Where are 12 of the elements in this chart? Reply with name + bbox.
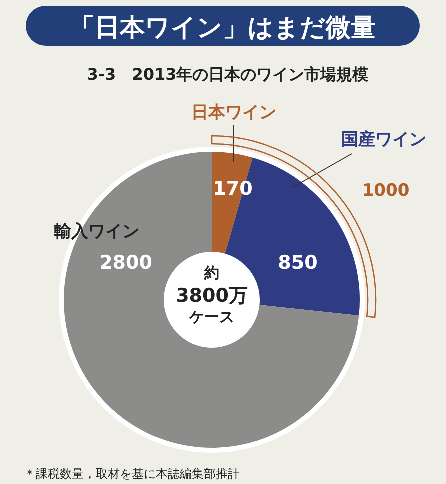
text: 1000 [362, 181, 410, 201]
data-label: 850 [278, 252, 318, 274]
slice-label: 国産ワイン [342, 130, 426, 150]
chart-subtitle: 3-3 2013年の日本のワイン市場規模 [87, 65, 369, 84]
text: ＊課税数量，取材を基に本誌編集部推計 [24, 467, 240, 481]
text: 約 [204, 264, 220, 282]
slice-label: 輸入ワイン [54, 222, 140, 242]
chart-title: 「日本ワイン」はまだ微量 [70, 13, 376, 42]
data-label: 2800 [100, 252, 152, 274]
slice-label: 日本ワイン [192, 103, 276, 123]
text: 3800万 [176, 285, 248, 307]
text: ケース [188, 308, 234, 326]
